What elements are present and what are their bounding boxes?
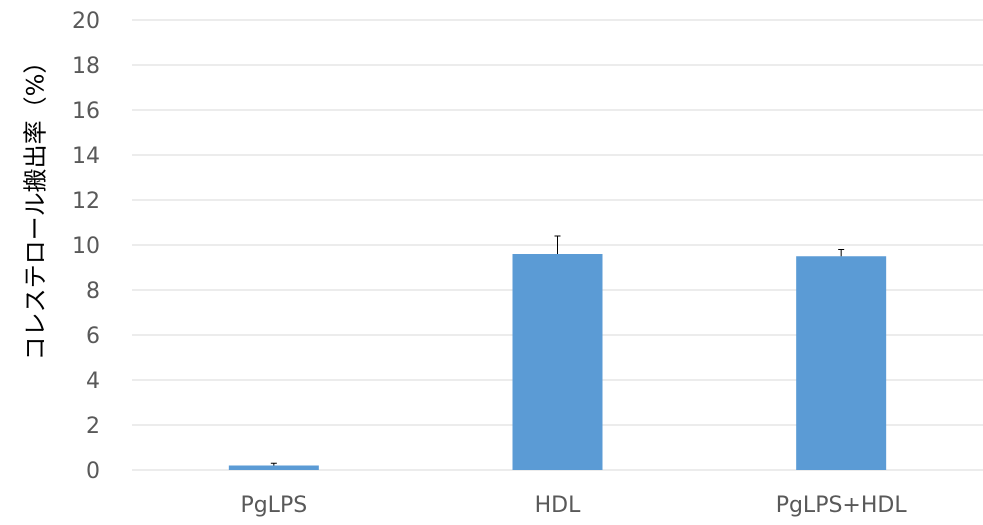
y-tick-label: 8 bbox=[86, 279, 100, 304]
y-tick-label: 18 bbox=[72, 54, 100, 79]
bar bbox=[228, 465, 319, 470]
bar bbox=[512, 254, 603, 470]
y-tick-label: 2 bbox=[86, 414, 100, 439]
y-tick-label: 4 bbox=[86, 369, 100, 394]
y-tick-label: 12 bbox=[72, 189, 100, 214]
x-tick-label: PgLPS+HDL bbox=[776, 493, 908, 518]
y-tick-label: 0 bbox=[86, 459, 100, 484]
x-tick-label: HDL bbox=[535, 493, 581, 518]
y-tick-label: 16 bbox=[72, 99, 100, 124]
bar bbox=[796, 256, 887, 470]
y-tick-label: 14 bbox=[72, 144, 100, 169]
x-tick-label: PgLPS bbox=[240, 493, 307, 518]
y-tick-label: 10 bbox=[72, 234, 100, 259]
y-tick-label: 6 bbox=[86, 324, 100, 349]
y-tick-label: 20 bbox=[72, 9, 100, 34]
